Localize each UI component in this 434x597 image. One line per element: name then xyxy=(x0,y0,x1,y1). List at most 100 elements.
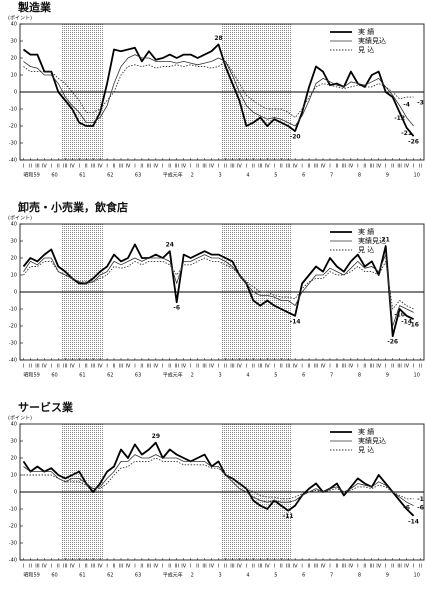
y-tick-label: 40 xyxy=(11,422,17,428)
x-tick-label: III xyxy=(175,364,179,370)
x-tick-label: IV xyxy=(348,364,353,370)
year-label: 4 xyxy=(246,373,249,379)
year-label: 平成元年 xyxy=(163,172,183,179)
x-tick-label: III xyxy=(370,564,374,570)
x-tick-label: IV xyxy=(181,364,186,370)
x-tick-label: IV xyxy=(209,564,214,570)
year-label: 9 xyxy=(386,173,389,179)
x-tick-label: I xyxy=(357,564,358,570)
series-line xyxy=(23,60,414,118)
year-label: 4 xyxy=(246,173,249,179)
x-tick-label: II xyxy=(168,364,171,370)
x-tick-label: III xyxy=(370,164,374,170)
year-label: 昭和59 xyxy=(23,572,39,579)
year-label: 6 xyxy=(302,373,305,379)
x-tick-label: II xyxy=(113,564,116,570)
x-tick-label: IV xyxy=(181,564,186,570)
x-tick-label: II xyxy=(335,164,338,170)
year-label: 61 xyxy=(79,573,85,579)
x-tick-label: IV xyxy=(153,164,158,170)
legend-label: 実績見込 xyxy=(358,36,386,45)
y-tick-label: 30 xyxy=(11,239,17,245)
x-tick-label: III xyxy=(119,364,123,370)
x-tick-label: I xyxy=(51,164,52,170)
x-tick-label: II xyxy=(57,364,60,370)
x-tick-label: III xyxy=(258,564,262,570)
x-tick-label: IV xyxy=(376,164,381,170)
x-tick-label: II xyxy=(196,564,199,570)
x-tick-label: IV xyxy=(376,364,381,370)
annotation: -1 xyxy=(417,496,424,503)
year-label: 7 xyxy=(330,173,333,179)
x-tick-label: IV xyxy=(42,164,47,170)
year-label: 5 xyxy=(274,373,277,379)
x-tick-label: II xyxy=(252,564,255,570)
series-line xyxy=(23,257,414,310)
x-tick-label: I xyxy=(78,164,79,170)
year-label: 10 xyxy=(414,373,420,379)
x-tick-label: IV xyxy=(42,564,47,570)
annotation: -14 xyxy=(290,318,301,325)
x-tick-label: II xyxy=(29,164,32,170)
x-tick-label: III xyxy=(63,564,67,570)
x-tick-label: I xyxy=(301,564,302,570)
x-tick-label: IV xyxy=(348,164,353,170)
x-tick-label: III xyxy=(91,164,95,170)
year-label: 7 xyxy=(330,573,333,579)
x-tick-label: I xyxy=(413,564,414,570)
series-line xyxy=(23,454,414,506)
x-tick-label: II xyxy=(363,164,366,170)
year-label: 6 xyxy=(302,573,305,579)
x-tick-label: I xyxy=(190,364,191,370)
y-tick-label: 30 xyxy=(11,39,17,45)
x-tick-label: II xyxy=(224,564,227,570)
annotation: -6 xyxy=(403,505,410,512)
y-tick-label: 0 xyxy=(14,490,17,496)
x-tick-label: II xyxy=(363,364,366,370)
y-tick-label: -30 xyxy=(9,541,17,547)
x-tick-label: II xyxy=(29,364,32,370)
chart-title: サービス業 xyxy=(18,400,74,414)
year-label: 61 xyxy=(79,173,85,179)
x-tick-label: I xyxy=(106,164,107,170)
y-tick-label: 10 xyxy=(11,73,17,79)
y-tick-label: 20 xyxy=(11,256,17,262)
x-tick-label: II xyxy=(363,564,366,570)
year-label: 昭和59 xyxy=(23,372,39,379)
x-tick-label: II xyxy=(252,364,255,370)
x-tick-label: I xyxy=(23,364,24,370)
x-tick-label: I xyxy=(162,564,163,570)
x-tick-label: I xyxy=(329,364,330,370)
year-label: 63 xyxy=(135,173,141,179)
series-line xyxy=(22,43,415,137)
x-tick-label: I xyxy=(190,564,191,570)
x-tick-label: IV xyxy=(126,164,131,170)
y-tick-label: -40 xyxy=(9,158,17,164)
x-tick-label: II xyxy=(29,564,32,570)
x-tick-label: IV xyxy=(237,364,242,370)
x-tick-label: III xyxy=(397,164,401,170)
year-label: 2 xyxy=(191,373,194,379)
x-tick-label: II xyxy=(85,564,88,570)
x-tick-label: IV xyxy=(153,564,158,570)
x-tick-label: III xyxy=(230,364,234,370)
year-label: 昭和59 xyxy=(23,172,39,179)
annotation: -12 xyxy=(394,115,405,122)
annotation: -21 xyxy=(401,130,412,137)
year-label: 62 xyxy=(107,173,113,179)
x-tick-label: III xyxy=(35,564,39,570)
x-tick-label: III xyxy=(147,164,151,170)
y-tick-label: -10 xyxy=(9,507,17,513)
y-tick-label: -40 xyxy=(9,358,17,364)
series-line xyxy=(23,54,414,127)
x-tick-label: III xyxy=(202,164,206,170)
year-label: 8 xyxy=(358,373,361,379)
x-tick-label: II xyxy=(140,364,143,370)
x-tick-label: III xyxy=(119,164,123,170)
x-tick-label: I xyxy=(106,364,107,370)
x-tick-label: IV xyxy=(293,164,298,170)
year-label: 5 xyxy=(274,173,277,179)
x-tick-label: I xyxy=(162,164,163,170)
x-tick-label: IV xyxy=(98,364,103,370)
year-label: 3 xyxy=(219,373,222,379)
